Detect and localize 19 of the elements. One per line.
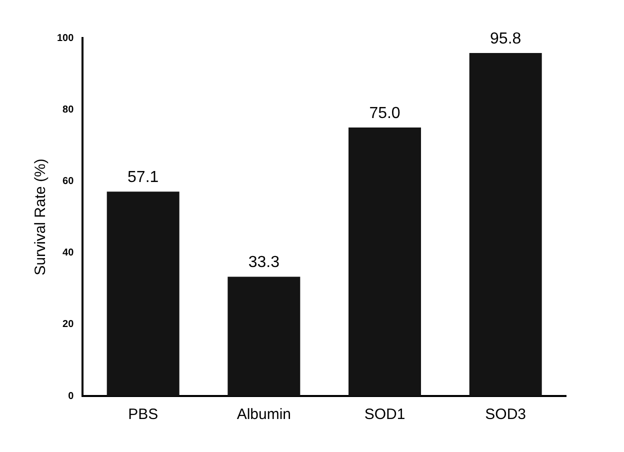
bar: [106, 192, 180, 396]
x-tick-label: SOD1: [364, 406, 406, 424]
y-axis-title: Survival Rate (%): [32, 158, 50, 276]
data-label: 57.1: [128, 168, 159, 186]
x-tick-label: SOD3: [485, 406, 526, 424]
data-label: 75.0: [369, 104, 400, 122]
y-tick-label: 20: [62, 319, 74, 330]
y-tick-label: 60: [62, 176, 74, 187]
data-label: 95.8: [490, 30, 522, 48]
bar: [469, 53, 542, 396]
y-tick-label: 100: [56, 32, 74, 44]
bar: [228, 276, 300, 396]
bar: [348, 128, 422, 396]
y-tick-label: 80: [62, 104, 74, 116]
y-tick-label: 40: [62, 248, 74, 259]
data-label: 33.3: [248, 254, 280, 272]
x-tick-label: Albumin: [236, 406, 292, 424]
x-tick-label: PBS: [128, 406, 158, 424]
y-tick-label: 0: [68, 390, 74, 402]
